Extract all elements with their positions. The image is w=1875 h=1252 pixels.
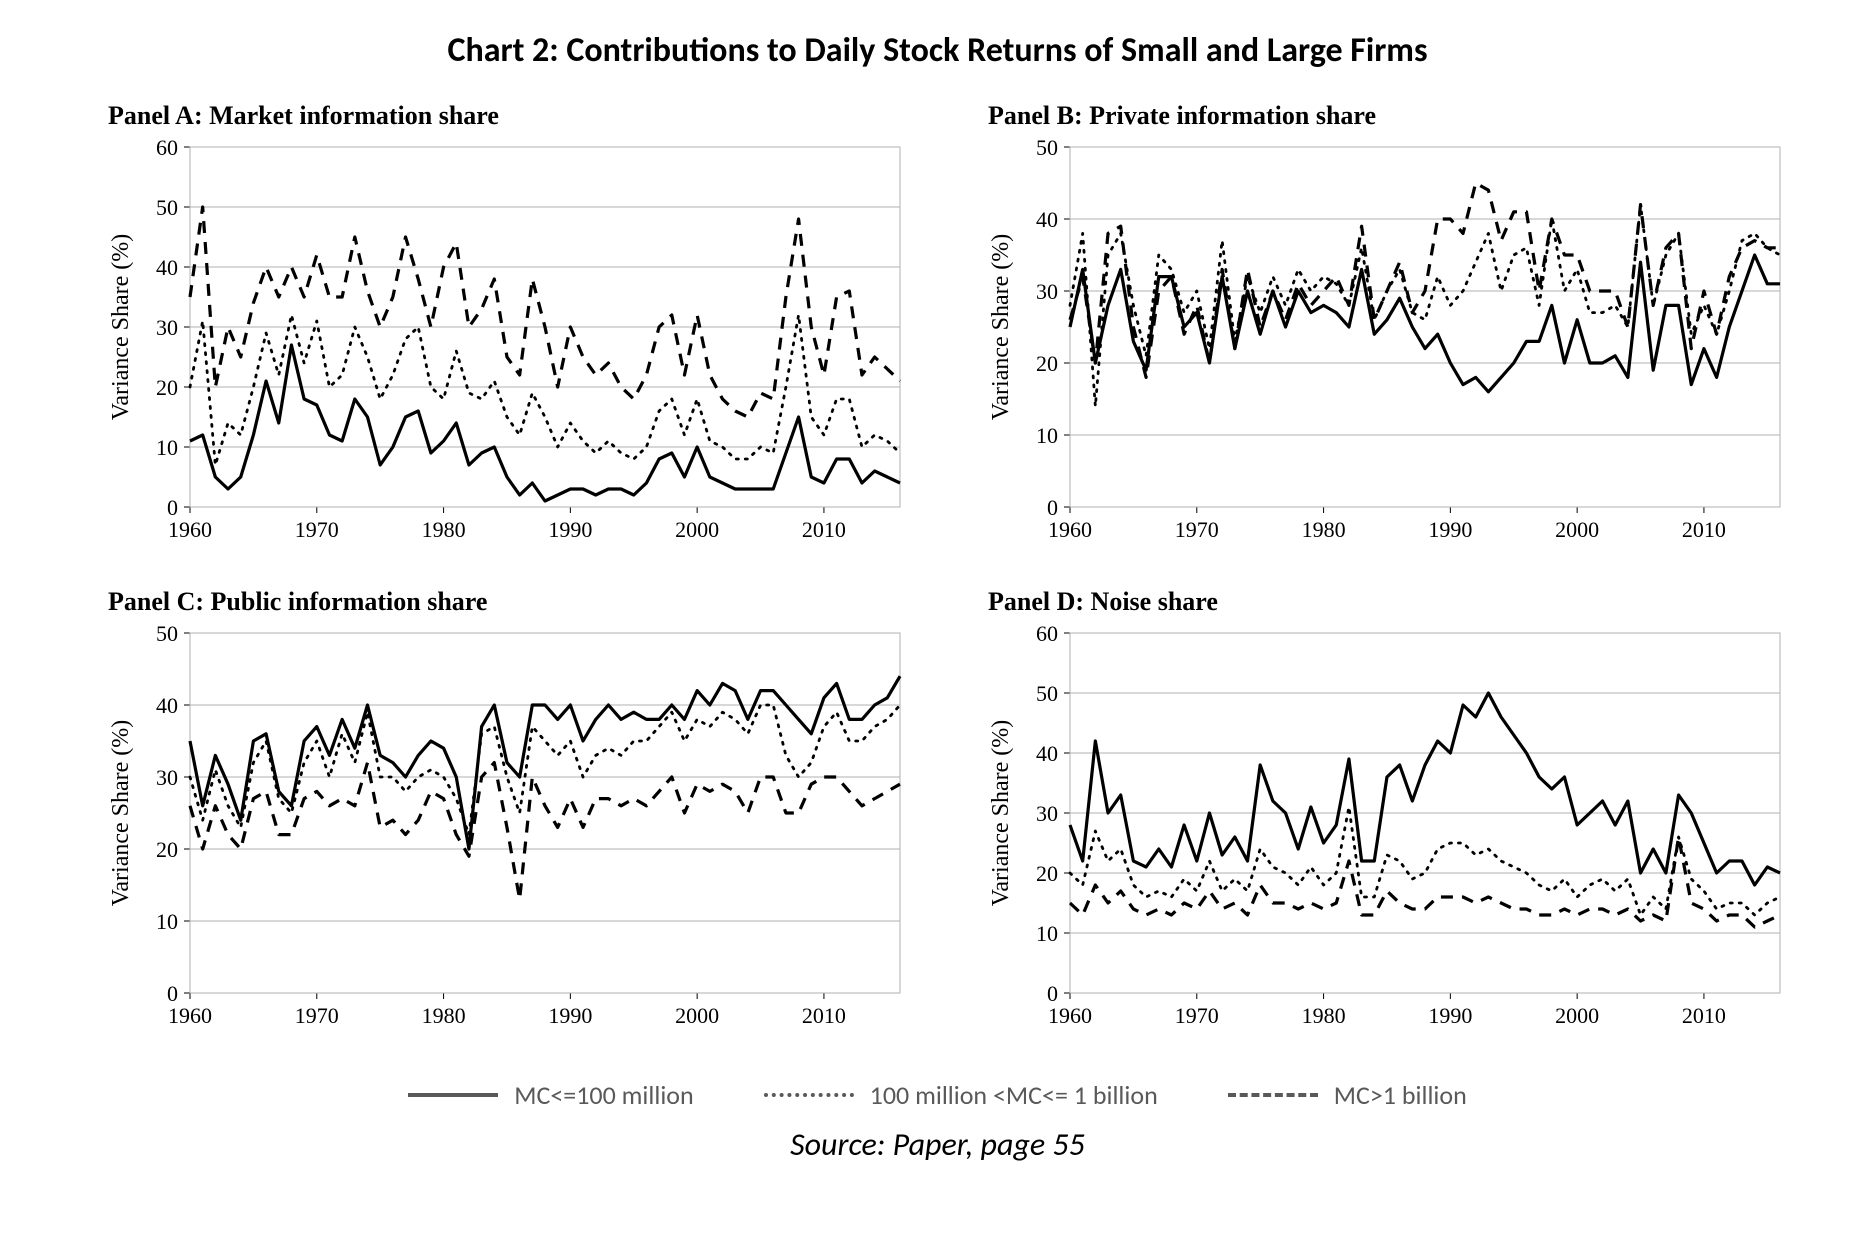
svg-text:50: 50	[156, 623, 178, 646]
legend-item-dotted: 100 million <MC<= 1 billion	[764, 1079, 1158, 1111]
svg-text:2000: 2000	[1555, 1003, 1599, 1028]
main-title: Chart 2: Contributions to Daily Stock Re…	[40, 30, 1835, 71]
svg-text:1970: 1970	[295, 517, 339, 542]
svg-text:40: 40	[1036, 207, 1058, 232]
panel-A-chart: 0102030405060196019701980199020002010Var…	[100, 137, 920, 557]
legend-swatch-dotted	[764, 1093, 854, 1097]
svg-text:1960: 1960	[168, 1003, 212, 1028]
svg-text:10: 10	[156, 909, 178, 934]
panel-C: Panel C: Public information share 010203…	[100, 587, 920, 1043]
svg-text:30: 30	[1036, 801, 1058, 826]
svg-text:60: 60	[1036, 623, 1058, 646]
svg-text:1990: 1990	[1428, 1003, 1472, 1028]
legend-label-dotted: 100 million <MC<= 1 billion	[870, 1079, 1158, 1111]
panel-A-title: Panel A: Market information share	[108, 101, 920, 131]
svg-text:1970: 1970	[1175, 1003, 1219, 1028]
svg-text:2010: 2010	[802, 517, 846, 542]
svg-text:20: 20	[1036, 351, 1058, 376]
svg-text:1960: 1960	[1048, 1003, 1092, 1028]
svg-text:10: 10	[1036, 921, 1058, 946]
legend-label-dashed: MC>1 billion	[1334, 1079, 1467, 1111]
svg-text:2000: 2000	[675, 517, 719, 542]
svg-text:20: 20	[156, 837, 178, 862]
panel-C-chart: 01020304050196019701980199020002010Varia…	[100, 623, 920, 1043]
panel-A: Panel A: Market information share 010203…	[100, 101, 920, 557]
svg-text:2010: 2010	[1682, 1003, 1726, 1028]
svg-text:20: 20	[156, 375, 178, 400]
svg-text:2010: 2010	[1682, 517, 1726, 542]
page: Chart 2: Contributions to Daily Stock Re…	[0, 0, 1875, 1252]
svg-text:50: 50	[1036, 681, 1058, 706]
legend-swatch-dashed	[1228, 1093, 1318, 1097]
svg-text:30: 30	[156, 315, 178, 340]
legend: MC<=100 million 100 million <MC<= 1 bill…	[40, 1079, 1835, 1111]
svg-text:Variance Share (%): Variance Share (%)	[988, 234, 1014, 421]
legend-item-dashed: MC>1 billion	[1228, 1079, 1467, 1111]
svg-text:1980: 1980	[422, 517, 466, 542]
panel-D: Panel D: Noise share 0102030405060196019…	[980, 587, 1800, 1043]
svg-text:1980: 1980	[422, 1003, 466, 1028]
svg-text:Variance Share (%): Variance Share (%)	[108, 234, 134, 421]
panel-B-chart: 01020304050196019701980199020002010Varia…	[980, 137, 1800, 557]
svg-text:1960: 1960	[168, 517, 212, 542]
svg-text:1970: 1970	[295, 1003, 339, 1028]
panel-D-title: Panel D: Noise share	[988, 587, 1800, 617]
panel-B: Panel B: Private information share 01020…	[980, 101, 1800, 557]
svg-text:50: 50	[1036, 137, 1058, 160]
svg-text:10: 10	[156, 435, 178, 460]
svg-text:40: 40	[156, 693, 178, 718]
svg-text:10: 10	[1036, 423, 1058, 448]
svg-text:1980: 1980	[1302, 517, 1346, 542]
panel-C-title: Panel C: Public information share	[108, 587, 920, 617]
svg-text:30: 30	[1036, 279, 1058, 304]
legend-label-solid: MC<=100 million	[514, 1079, 693, 1111]
legend-item-solid: MC<=100 million	[408, 1079, 693, 1111]
svg-text:1970: 1970	[1175, 517, 1219, 542]
svg-text:1960: 1960	[1048, 517, 1092, 542]
svg-text:30: 30	[156, 765, 178, 790]
svg-text:40: 40	[1036, 741, 1058, 766]
svg-text:2000: 2000	[675, 1003, 719, 1028]
svg-text:50: 50	[156, 195, 178, 220]
svg-text:1990: 1990	[548, 1003, 592, 1028]
svg-text:60: 60	[156, 137, 178, 160]
panel-grid: Panel A: Market information share 010203…	[100, 101, 1775, 1043]
svg-text:2010: 2010	[802, 1003, 846, 1028]
svg-text:1990: 1990	[548, 517, 592, 542]
legend-swatch-solid	[408, 1093, 498, 1097]
svg-text:Variance Share (%): Variance Share (%)	[988, 720, 1014, 907]
source-line: Source: Paper, page 55	[40, 1125, 1835, 1164]
panel-D-chart: 0102030405060196019701980199020002010Var…	[980, 623, 1800, 1043]
svg-text:20: 20	[1036, 861, 1058, 886]
svg-text:40: 40	[156, 255, 178, 280]
svg-text:1980: 1980	[1302, 1003, 1346, 1028]
panel-B-title: Panel B: Private information share	[988, 101, 1800, 131]
svg-text:2000: 2000	[1555, 517, 1599, 542]
svg-text:Variance Share (%): Variance Share (%)	[108, 720, 134, 907]
svg-text:1990: 1990	[1428, 517, 1472, 542]
